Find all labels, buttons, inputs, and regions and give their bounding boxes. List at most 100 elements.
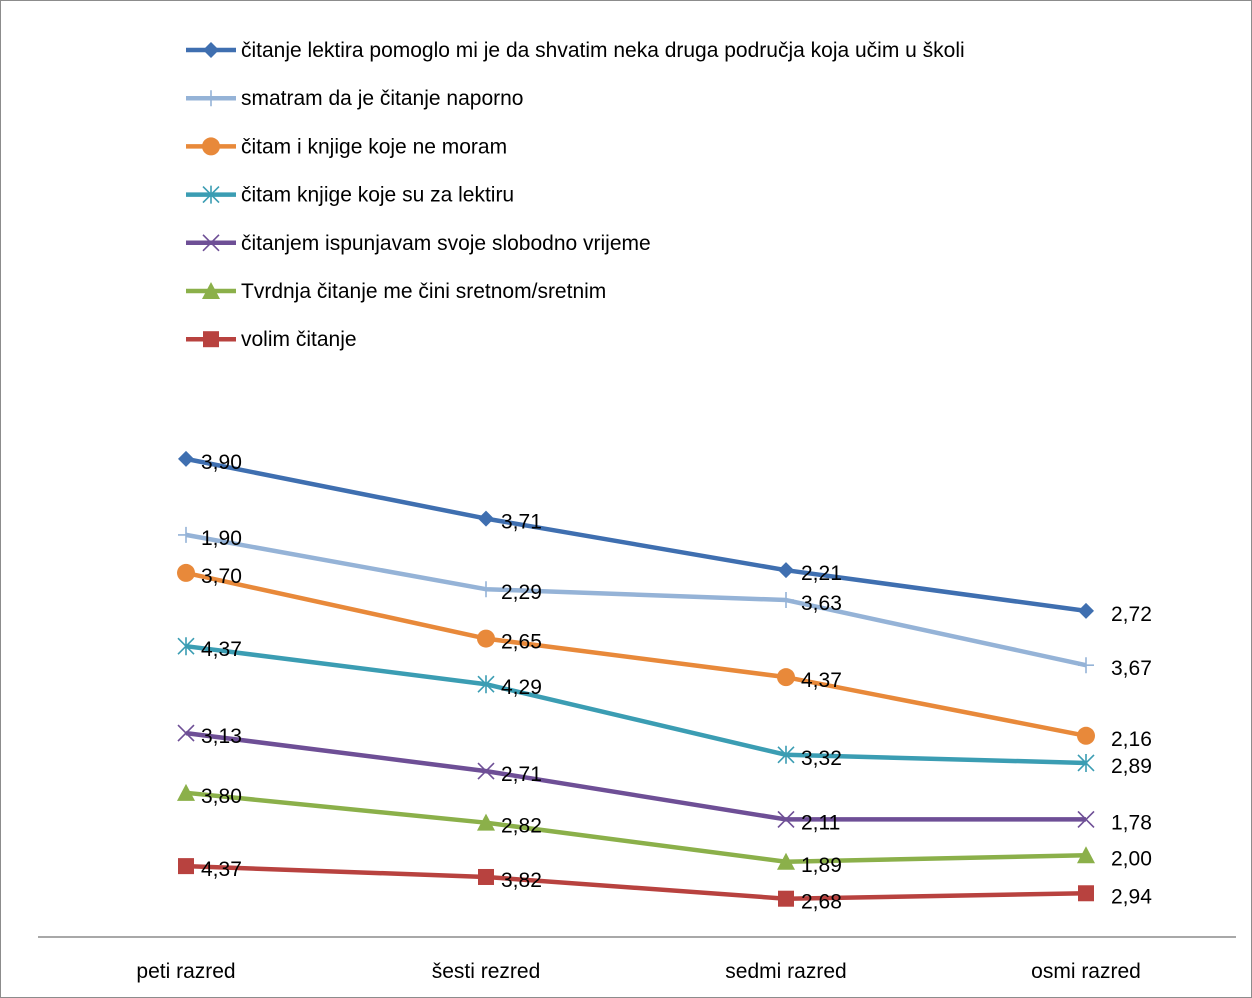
- data-point: [777, 852, 795, 870]
- data-point: [177, 563, 195, 582]
- x-tick-label: sedmi razred: [725, 960, 846, 983]
- series-line-group: 1,90 2,29 3,63 3,67: [178, 526, 1152, 680]
- legend-item: čitanjem ispunjavam svoje slobodno vrije…: [186, 232, 651, 255]
- legend-label: volim čitanje: [241, 328, 357, 351]
- plot-series: 3,90 3,71 2,21 2,72 1,90 2,29 3,63 3,67 3,70 2,65…: [177, 450, 1152, 914]
- data-label: 2,94: [1111, 885, 1152, 908]
- legend-marker: [203, 90, 219, 107]
- legend-item: čitam i knjige koje ne moram: [186, 135, 507, 158]
- legend-label: Tvrdnja čitanje me čini sretnom/sretnim: [241, 280, 606, 303]
- data-point: [778, 562, 794, 579]
- legend-label: čitanje lektira pomoglo mi je da shvatim…: [241, 39, 965, 62]
- data-point: [777, 810, 795, 828]
- data-label: 1,90: [201, 527, 242, 550]
- data-point: [478, 868, 494, 885]
- data-label: 3,82: [501, 869, 542, 892]
- data-point: [177, 783, 195, 801]
- data-point: [777, 668, 795, 687]
- data-point: [177, 637, 195, 656]
- data-label: 3,32: [801, 747, 842, 770]
- data-label: 2,16: [1111, 728, 1152, 751]
- data-label: 1,78: [1111, 811, 1152, 834]
- series-line: [185, 730, 1086, 822]
- data-label: 2,82: [501, 815, 542, 838]
- data-label: 4,37: [201, 858, 242, 881]
- data-point: [478, 581, 494, 598]
- series-line-group: 4,37 4,29 3,32 2,89: [177, 637, 1152, 778]
- data-label: 2,11: [801, 811, 840, 834]
- legend-item: čitanje lektira pomoglo mi je da shvatim…: [186, 39, 965, 62]
- data-point: [778, 592, 794, 609]
- legend-marker: [202, 185, 220, 204]
- data-point: [178, 858, 194, 875]
- data-point: [1078, 885, 1094, 902]
- data-label: 3,67: [1111, 657, 1152, 680]
- data-label: 3,80: [201, 785, 242, 808]
- data-point: [477, 675, 495, 694]
- series-line-group: 3,80 2,82 1,89 2,00: [177, 783, 1152, 877]
- series-line: [185, 570, 1087, 739]
- data-label: 2,21: [801, 562, 842, 585]
- legend: čitanje lektira pomoglo mi je da shvatim…: [186, 39, 965, 351]
- x-tick-label: šesti rezred: [432, 960, 541, 983]
- legend-marker: [202, 282, 220, 299]
- legend-marker: [202, 137, 220, 156]
- legend-label: čitam i knjige koje ne moram: [241, 135, 507, 158]
- data-label: 2,71: [501, 763, 542, 786]
- x-tick-label: peti razred: [136, 960, 235, 983]
- series-line: [185, 790, 1087, 865]
- data-point: [1078, 657, 1094, 674]
- data-point: [1077, 810, 1095, 828]
- series-line: [185, 643, 1087, 766]
- data-point: [777, 745, 795, 764]
- x-tick-label: osmi razred: [1031, 960, 1141, 983]
- data-point: [1077, 753, 1095, 772]
- data-label: 3,63: [801, 592, 842, 615]
- data-label: 3,71: [501, 511, 542, 534]
- legend-marker: [203, 42, 219, 58]
- legend-item: Tvrdnja čitanje me čini sretnom/sretnim: [186, 280, 606, 303]
- data-point: [778, 890, 794, 907]
- data-point: [478, 510, 494, 527]
- legend-item: čitam knjige koje su za lektiru: [186, 184, 514, 207]
- data-label: 2,68: [801, 891, 842, 914]
- data-point: [477, 629, 495, 648]
- series-line-group: 3,70 2,65 4,37 2,16: [177, 563, 1152, 751]
- legend-marker: [202, 234, 220, 252]
- data-point: [178, 526, 194, 543]
- data-label: 2,00: [1111, 847, 1152, 870]
- data-label: 2,29: [501, 581, 542, 604]
- legend-item: volim čitanje: [186, 328, 357, 351]
- legend-label: čitanjem ispunjavam svoje slobodno vrije…: [241, 232, 651, 255]
- data-label: 2,72: [1111, 603, 1152, 626]
- series-line-group: 3,90 3,71 2,21 2,72: [178, 450, 1152, 626]
- data-label: 3,90: [201, 451, 242, 474]
- data-label: 2,89: [1111, 755, 1152, 778]
- data-label: 3,70: [201, 565, 242, 588]
- data-label: 3,13: [201, 725, 242, 748]
- data-point: [177, 724, 195, 742]
- data-label: 2,65: [501, 631, 542, 654]
- series-line-group: 3,13 2,71 2,11 1,78: [177, 724, 1152, 834]
- legend-marker: [203, 331, 219, 348]
- data-point: [1077, 726, 1095, 745]
- data-point: [178, 450, 194, 467]
- series-line: [185, 863, 1087, 901]
- data-point: [477, 813, 495, 831]
- series-line: [185, 456, 1087, 614]
- data-label: 4,37: [201, 638, 242, 661]
- legend-label: čitam knjige koje su za lektiru: [241, 184, 514, 207]
- data-point: [1078, 602, 1094, 619]
- data-label: 4,37: [801, 669, 842, 692]
- legend-label: smatram da je čitanje naporno: [241, 87, 524, 110]
- data-point: [477, 762, 495, 780]
- data-label: 1,89: [801, 854, 842, 877]
- legend-item: smatram da je čitanje naporno: [186, 87, 524, 110]
- data-label: 4,29: [501, 676, 542, 699]
- x-axis-tick-labels: peti razred šesti rezred sedmi razred osmi …: [136, 960, 1140, 983]
- series-line: [185, 532, 1087, 668]
- series-line-group: 4,37 3,82 2,68 2,94: [178, 858, 1152, 914]
